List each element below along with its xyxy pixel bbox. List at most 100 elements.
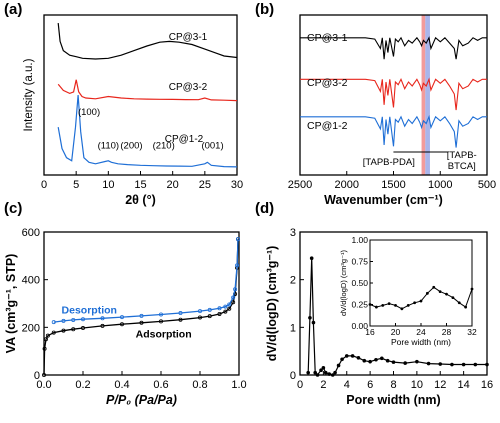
series-label-b: CP@1-2 (307, 120, 348, 132)
inset-data-point-d (425, 291, 429, 295)
inset-y-axis-label-d: dV/d(logD) (cm³g⁻¹) (339, 249, 348, 316)
data-point-c (81, 326, 86, 331)
data-point-d (461, 362, 466, 367)
data-point-c (61, 328, 66, 333)
inset-data-point-d (394, 303, 397, 307)
data-point-d (315, 373, 320, 377)
x-tick-label-c: 1.0 (231, 379, 246, 391)
data-point-c (139, 320, 144, 325)
data-point-d (485, 362, 489, 367)
highlight-band-b (425, 15, 430, 175)
region-label-b: BTCA] (448, 161, 476, 172)
data-point-d (368, 359, 372, 364)
data-point-d (356, 356, 361, 360)
inset-x-tick-label-d: 16 (365, 327, 375, 337)
data-point-d (333, 370, 337, 375)
series-label-a: CP@3-2 (169, 82, 208, 93)
series-line-a (57, 79, 238, 102)
data-point-c (231, 300, 236, 305)
data-point-c (197, 309, 202, 314)
inset-data-point-d (438, 290, 442, 293)
x-axis-label-b: Wavenumber (cm⁻¹) (324, 193, 443, 207)
x-tick-label-d: 8 (390, 379, 396, 391)
x-tick-label-c: 0.6 (153, 379, 168, 391)
x-tick-label-b: 2000 (335, 179, 359, 191)
inset-data-point-d (374, 305, 378, 309)
inset-data-point-d (387, 302, 391, 306)
inset-data-point-d (368, 303, 372, 306)
y-axis-label-a: Intensity (a.u.) (23, 58, 35, 131)
data-point-c (71, 317, 76, 322)
series-line-b (300, 114, 487, 148)
data-point-d (403, 361, 407, 365)
inset-x-tick-label-d: 20 (391, 327, 401, 337)
y-tick-label-d: 1 (290, 322, 296, 334)
data-point-d (323, 370, 328, 375)
inset-x-tick-label-d: 32 (467, 327, 477, 337)
data-point-d (473, 362, 478, 367)
series-label-b: CP@3-2 (307, 77, 348, 89)
series-line-c (43, 239, 239, 376)
x-tick-label-b: 1000 (428, 179, 452, 191)
peak-label-a: (110) (98, 141, 119, 152)
highlight-band-b (421, 15, 426, 175)
data-point-c (197, 315, 202, 320)
panel-label-d: (d) (255, 200, 274, 217)
inset-data-point-d (451, 296, 455, 300)
x-tick-label-b: 1500 (381, 179, 405, 191)
series-label-a: CP@3-1 (169, 32, 208, 43)
data-point-c (158, 312, 163, 317)
region-label-b: [TAPB- (447, 150, 477, 161)
data-point-c (217, 311, 222, 316)
x-tick-label-a: 5 (73, 179, 79, 191)
inset-data-point-d (400, 307, 404, 311)
data-point-d (415, 359, 419, 364)
data-point-c (100, 316, 105, 321)
panel-a: (a) 0 5 10 15 20 25 30 2θ (°) Intensity (a.u.) CP@… (4, 1, 243, 207)
data-point-c (61, 318, 66, 323)
data-point-d (374, 357, 378, 362)
series-line-a (57, 23, 238, 60)
data-point-d (391, 360, 396, 364)
y-tick-label-c: 400 (22, 275, 40, 287)
data-point-c (51, 320, 56, 325)
x-tick-label-c: 0.8 (192, 379, 207, 391)
inset-x-tick-label-d: 24 (416, 327, 426, 337)
x-tick-label-a: 0 (41, 179, 47, 191)
data-point-c (45, 333, 50, 338)
x-tick-label-c: 0.2 (75, 379, 90, 391)
inset-frame-d (369, 239, 473, 327)
panel-label-a: (a) (4, 1, 22, 18)
data-point-c (71, 327, 76, 332)
data-point-d (327, 372, 332, 376)
x-tick-label-b: 2500 (288, 179, 312, 191)
data-point-c (231, 295, 236, 300)
x-tick-label-d: 10 (411, 379, 423, 391)
data-point-c (227, 302, 232, 307)
x-tick-label-a: 15 (134, 179, 146, 191)
inset-x-axis-label-d: Pore width (nm) (391, 337, 451, 347)
x-tick-label-d: 12 (434, 379, 446, 391)
data-point-c (100, 323, 105, 328)
data-point-d (309, 256, 314, 261)
data-point-c (207, 314, 212, 319)
x-tick-label-c: 0.4 (114, 379, 129, 391)
data-point-d (313, 370, 317, 375)
data-point-c (139, 313, 144, 318)
plot-frame-c (43, 231, 240, 376)
y-tick-label-c: 600 (22, 227, 40, 239)
x-tick-label-d: 6 (367, 379, 373, 391)
inset-data-point-d (457, 301, 461, 305)
inset-y-tick-label-d: 0.50 (351, 278, 368, 288)
data-point-d (336, 363, 341, 368)
inset-data-point-d (419, 299, 423, 303)
series-annotation-c: Adsorption (136, 328, 192, 340)
data-point-c (43, 337, 48, 342)
data-point-c (42, 372, 47, 377)
data-point-c (223, 309, 228, 314)
panel-label-b: (b) (255, 1, 274, 18)
x-axis-label-c: P/P₀ (Pa/Pa) (106, 393, 177, 407)
peak-label-a: (200) (120, 141, 142, 152)
region-label-b: [TAPB-PDA] (363, 157, 415, 168)
